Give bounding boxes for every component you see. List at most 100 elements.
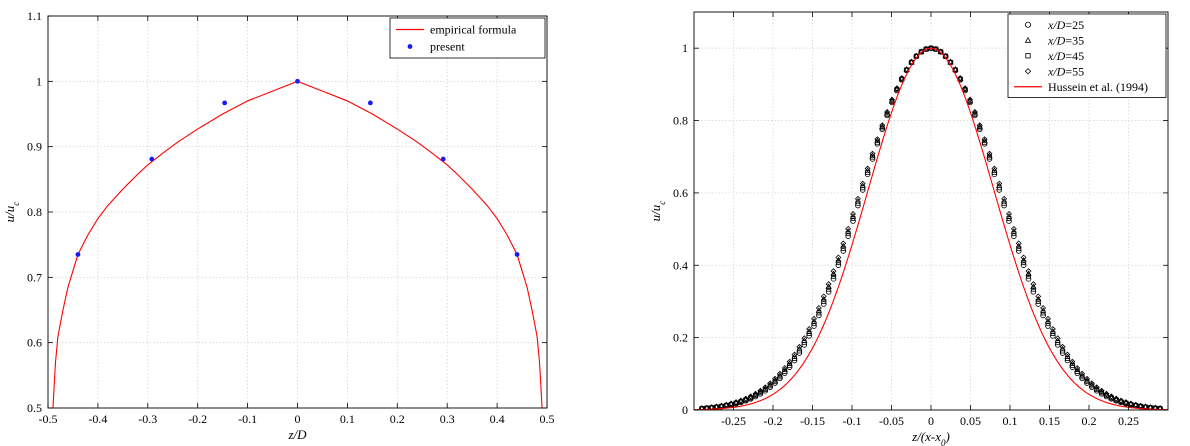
x-tick-label: -0.25 <box>721 414 746 428</box>
data-point <box>884 108 891 115</box>
data-point <box>1001 195 1008 202</box>
data-point <box>781 365 788 371</box>
data-point <box>1035 301 1042 307</box>
x-tick-label: 0 <box>928 414 934 428</box>
data-point <box>967 98 973 104</box>
data-point <box>772 375 778 382</box>
data-point <box>821 299 827 304</box>
data-point <box>898 75 905 82</box>
data-point <box>772 379 778 385</box>
data-point <box>903 66 910 73</box>
y-tick-label: 0.7 <box>27 270 42 284</box>
data-point <box>222 100 228 106</box>
y-tick-label: 1 <box>36 74 42 88</box>
data-point <box>1011 233 1017 239</box>
x-tick-label: 0.15 <box>1039 414 1060 428</box>
x-tick-label: 0.5 <box>540 412 555 426</box>
data-point <box>1006 210 1012 217</box>
data-point <box>1005 213 1013 219</box>
y-tick-label: 0.5 <box>27 401 42 415</box>
y-tick-label: 0.6 <box>673 186 688 200</box>
data-point <box>894 87 900 93</box>
data-point <box>1098 387 1105 394</box>
data-point <box>864 165 871 172</box>
y-axis-label-sub: c <box>11 202 21 206</box>
data-point <box>1123 400 1129 406</box>
data-point <box>859 180 866 187</box>
data-point <box>728 402 734 407</box>
data-point <box>757 387 764 394</box>
data-point <box>831 273 836 279</box>
y-tick-label: 0.2 <box>673 331 688 345</box>
data-point <box>976 122 983 129</box>
y-axis-label-sub: c <box>657 201 667 205</box>
x-tick-label: -0.4 <box>88 412 107 426</box>
data-point <box>981 136 988 143</box>
data-point <box>728 400 735 407</box>
data-point <box>742 395 749 402</box>
data-point <box>893 85 900 92</box>
legend-label: x/D=25 <box>1047 18 1084 32</box>
data-point <box>1084 375 1090 382</box>
data-point <box>1021 260 1027 266</box>
data-point <box>1054 337 1061 343</box>
data-point <box>1079 370 1086 377</box>
data-point <box>850 210 856 217</box>
data-point <box>1054 335 1061 342</box>
series-points <box>75 78 520 257</box>
data-point <box>703 404 710 410</box>
data-point <box>820 293 827 300</box>
data-point <box>806 328 813 334</box>
legend-marker <box>1025 21 1032 28</box>
data-point <box>1118 399 1124 405</box>
x-tick-label: 0.3 <box>440 412 455 426</box>
data-point <box>777 374 783 380</box>
data-point <box>1040 312 1046 319</box>
data-point <box>1015 248 1022 254</box>
data-point <box>820 295 827 302</box>
data-point <box>830 276 837 282</box>
data-point <box>854 197 861 204</box>
y-tick-label: 1.1 <box>27 9 42 23</box>
x-tick-label: -0.1 <box>843 414 862 428</box>
data-point <box>1010 228 1017 234</box>
x-tick-label: -0.2 <box>188 412 207 426</box>
data-point <box>1127 400 1134 407</box>
legend-label: present <box>430 40 465 54</box>
data-point <box>1001 197 1008 204</box>
legend-marker <box>1024 68 1032 75</box>
data-point <box>149 156 155 162</box>
legend: x/D=25x/D=35 x/D=45x/D=55 Hussein et al. (… <box>1007 13 1167 98</box>
data-point <box>733 400 739 406</box>
data-point <box>1157 405 1163 410</box>
legend-label-var: x/D <box>1047 33 1066 47</box>
series-line <box>694 47 1168 410</box>
x-tick-label: -0.3 <box>138 412 157 426</box>
data-point <box>928 45 934 52</box>
data-point <box>991 169 997 175</box>
data-point <box>830 268 837 275</box>
data-point <box>786 358 793 365</box>
data-point <box>1113 397 1119 403</box>
data-point <box>835 254 842 261</box>
data-point <box>1015 240 1022 247</box>
data-point <box>1049 325 1056 332</box>
legend-box <box>1007 13 1167 98</box>
legend-label: x/D=55 <box>1047 64 1084 78</box>
data-point <box>1074 368 1080 374</box>
data-point <box>767 383 773 389</box>
legend: empirical formula present <box>389 17 546 59</box>
data-point <box>830 270 837 276</box>
data-point <box>723 401 730 408</box>
data-point <box>752 390 759 397</box>
data-point <box>982 139 988 145</box>
data-point <box>1099 390 1105 396</box>
data-point <box>514 252 520 257</box>
legend-marker <box>407 44 413 49</box>
data-point <box>1079 374 1085 380</box>
x-tick-label: -0.05 <box>879 414 904 428</box>
data-point <box>733 399 739 406</box>
data-point <box>806 325 813 332</box>
data-point <box>75 252 81 257</box>
data-point <box>977 125 983 131</box>
